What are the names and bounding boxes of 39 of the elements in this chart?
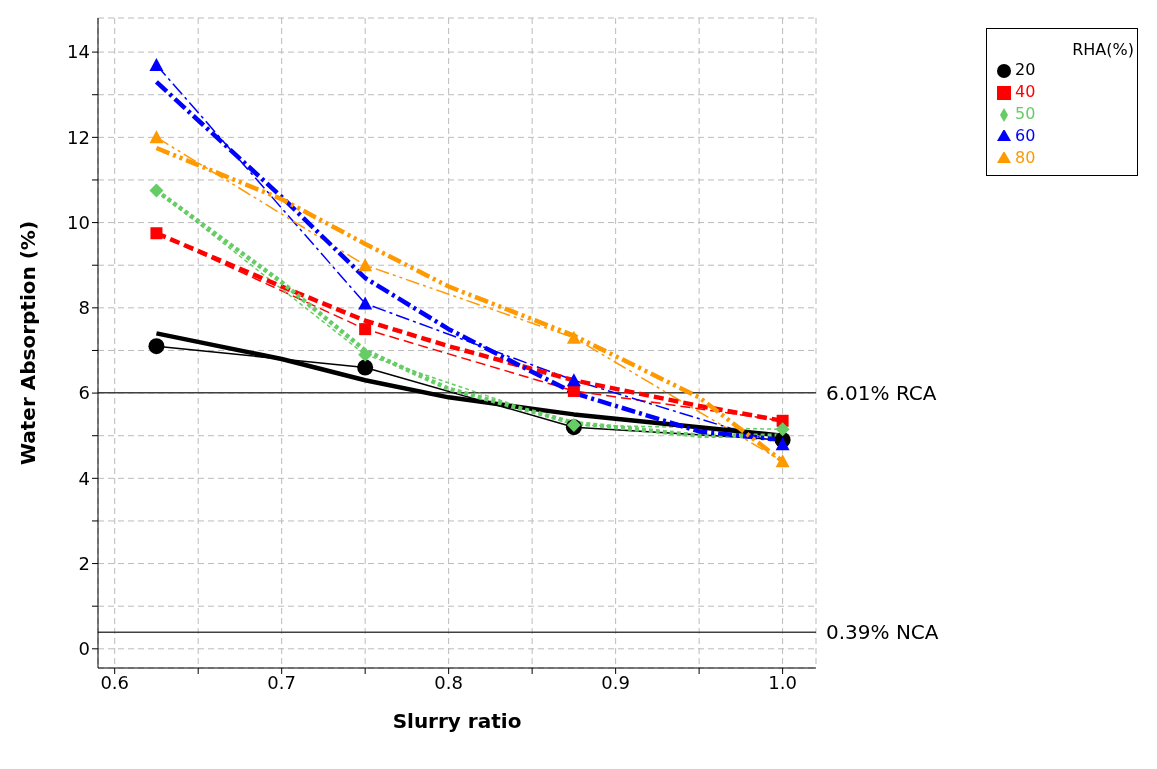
legend-label: 80 (1015, 148, 1036, 167)
point (148, 338, 165, 355)
legend-label: 20 (1015, 60, 1036, 79)
x-tick-label: 0.9 (601, 671, 630, 693)
x-tick-label: 0.7 (267, 671, 296, 693)
point (358, 296, 373, 310)
x-tick-label: 1.0 (768, 671, 797, 693)
legend-label: 40 (1015, 82, 1036, 101)
legend-label: 60 (1015, 126, 1036, 145)
point (566, 330, 581, 344)
ref-line-label: 0.39% NCA (826, 620, 939, 645)
legend-label: 50 (1015, 104, 1036, 123)
point (149, 130, 164, 144)
point (567, 384, 580, 397)
point (358, 258, 373, 272)
point (150, 227, 163, 240)
point (149, 57, 164, 71)
y-axis-title: Water Absorption (%) (16, 220, 41, 466)
point (775, 437, 790, 451)
point (149, 183, 164, 198)
point (359, 323, 372, 336)
point (775, 454, 790, 468)
point (566, 373, 581, 387)
y-tick-label: 14 (67, 41, 90, 63)
x-tick-label: 0.8 (434, 671, 463, 693)
point (357, 359, 374, 376)
y-tick-label: 8 (78, 297, 90, 319)
point (775, 422, 790, 437)
point (358, 347, 373, 362)
ref-line-label: 6.01% RCA (826, 380, 937, 405)
y-tick-label: 10 (67, 211, 90, 233)
legend-title: RHA(%) (1071, 40, 1134, 59)
y-tick-label: 2 (78, 552, 90, 574)
x-axis-title: Slurry ratio (392, 709, 522, 733)
y-tick-label: 0 (78, 638, 90, 660)
y-tick-label: 4 (78, 467, 90, 489)
y-tick-label: 6 (78, 382, 90, 404)
x-tick-label: 0.6 (100, 671, 130, 693)
y-tick-label: 12 (67, 126, 90, 148)
